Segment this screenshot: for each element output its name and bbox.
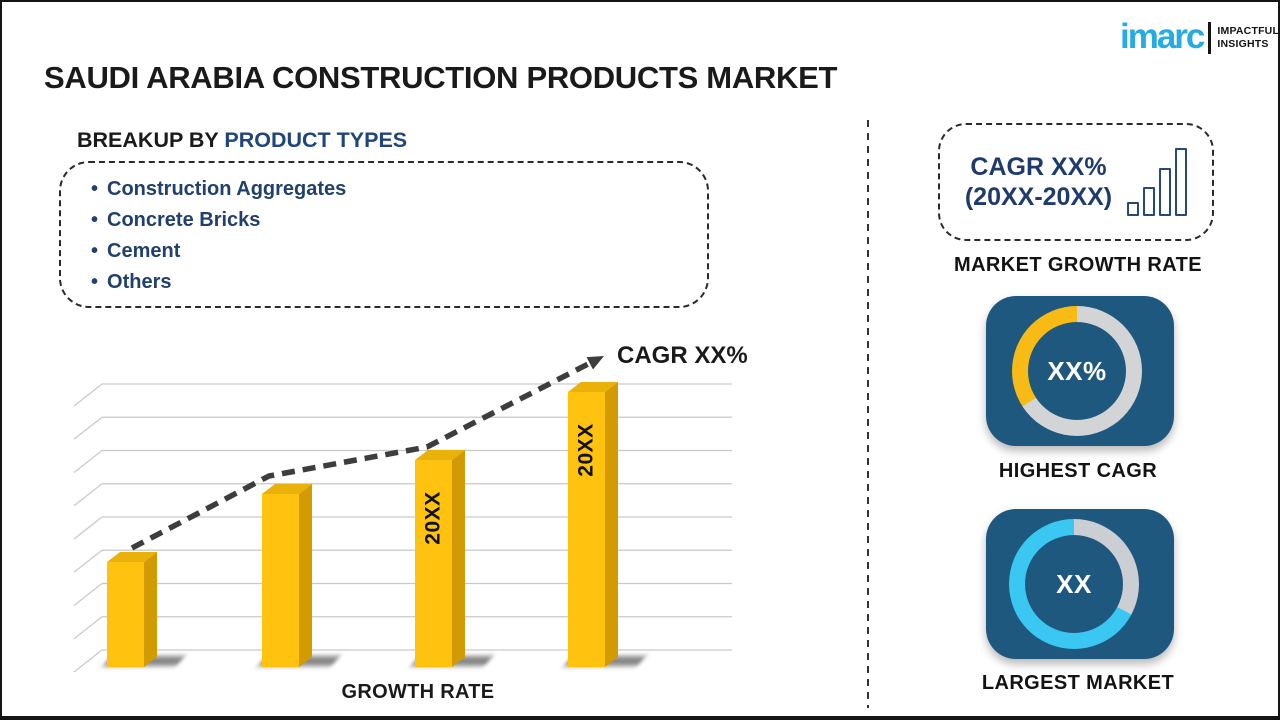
imarc-logo: imarc IMPACTFUL INSIGHTS xyxy=(1120,16,1280,56)
bar xyxy=(262,494,299,667)
dashed-divider xyxy=(867,120,869,708)
bar xyxy=(107,562,144,667)
highest-cagr-caption: HIGHEST CAGR xyxy=(998,460,1158,482)
list-item: Others xyxy=(91,267,707,298)
product-types-list: Construction Aggregates Concrete Bricks … xyxy=(61,174,707,298)
bar-side-face xyxy=(299,483,312,667)
cagr-period-text: CAGR XX% (20XX-20XX) xyxy=(964,153,1113,211)
list-item: Concrete Bricks xyxy=(91,205,707,236)
ascending-bar-chart-icon xyxy=(1127,148,1188,216)
highest-cagr-card: XX% xyxy=(986,296,1174,446)
bar xyxy=(568,392,605,667)
x-axis-label: GROWTH RATE xyxy=(341,681,495,703)
bar-side-face xyxy=(144,551,157,667)
list-item: Construction Aggregates xyxy=(91,174,707,205)
bar-side-face xyxy=(605,381,618,667)
logo-divider xyxy=(1208,22,1212,54)
highest-cagr-value: XX% xyxy=(1047,355,1107,386)
list-item: Cement xyxy=(91,236,707,267)
page-title: SAUDI ARABIA CONSTRUCTION PRODUCTS MARKE… xyxy=(44,60,838,95)
largest-market-card: XX xyxy=(986,509,1174,659)
bar xyxy=(415,460,452,667)
breakup-heading: BREAKUP BY PRODUCT TYPES xyxy=(77,128,408,152)
largest-market-value: XX xyxy=(1056,568,1092,599)
largest-market-caption: LARGEST MARKET xyxy=(981,672,1175,694)
market-growth-rate-card: CAGR XX% (20XX-20XX) xyxy=(938,123,1214,241)
cagr-trend-label: CAGR XX% xyxy=(617,342,748,369)
bar-year-label: 20XX xyxy=(421,491,445,545)
highest-cagr-donut: XX% xyxy=(1012,306,1142,436)
market-growth-rate-caption: MARKET GROWTH RATE xyxy=(954,254,1202,276)
bar-year-label: 20XX xyxy=(574,423,598,477)
product-types-box: Construction Aggregates Concrete Bricks … xyxy=(59,161,709,308)
bar-side-face xyxy=(452,449,465,667)
logo-tagline: IMPACTFUL INSIGHTS xyxy=(1217,25,1280,50)
imarc-wordmark: imarc xyxy=(1120,16,1205,56)
growth-bar-chart: CAGR XX% GROWTH RATE 20XX 20XX xyxy=(67,337,748,712)
largest-market-donut: XX xyxy=(1009,519,1139,649)
